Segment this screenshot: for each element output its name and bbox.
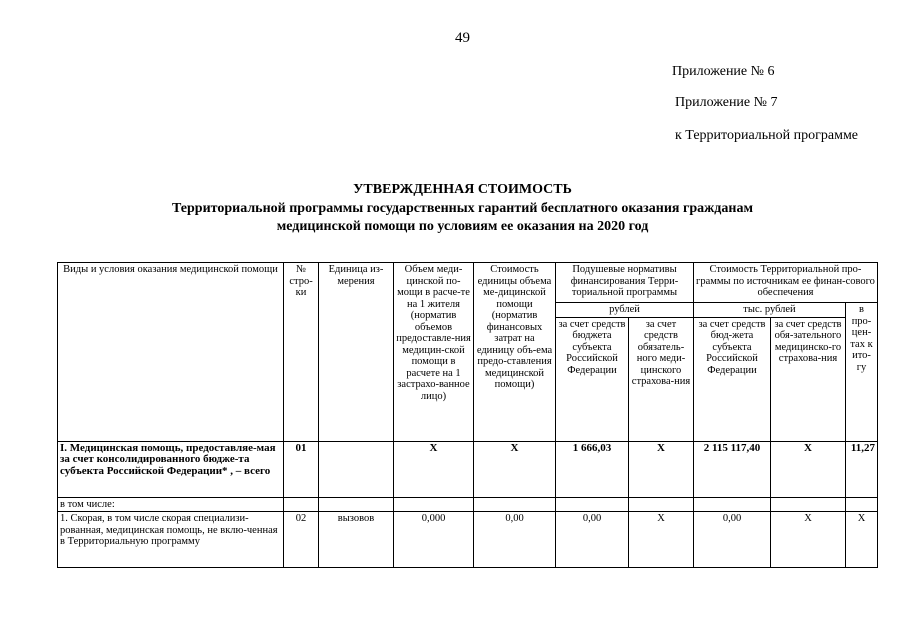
cell-pc-budget: 1 666,03 (555, 440, 629, 498)
table-row: I. Медицинская помощь, предоставляе-мая … (57, 440, 878, 498)
cell-cost-oms: X (770, 440, 846, 498)
cell-unit-cost: 0,00 (473, 511, 556, 568)
cell-cost-oms (770, 496, 846, 512)
cell-volume: X (393, 440, 474, 498)
header-percent: в про-цен-тах к ито-гу (845, 302, 878, 442)
cost-table: Виды и условия оказания медицинской помо… (57, 262, 878, 568)
title-line-2: Территориальной программы государственны… (172, 201, 753, 216)
cell-kind: в том числе: (57, 496, 284, 512)
cell-no: 02 (283, 511, 319, 568)
header-per-capita: Подушевые нормативы финансирования Терри… (555, 262, 694, 303)
title-line-3: медицинской помощи по условиям ее оказан… (276, 219, 649, 234)
cell-unit-cost (473, 496, 556, 512)
header-rubles: рублей (555, 302, 694, 318)
appendix-6: Приложение № 6 (672, 64, 775, 79)
cell-pc-budget: 0,00 (555, 511, 629, 568)
header-unit-cost: Стоимость единицы объема ме-дицинской по… (473, 262, 556, 442)
header-volume: Объем меди-цинской по-мощи в расче-те на… (393, 262, 474, 442)
cell-pc-oms: X (628, 440, 694, 498)
cell-unit (318, 440, 394, 498)
appendix-ref: к Территориальной программе (675, 128, 859, 143)
table-row: 1. Скорая, в том числе скорая специализи… (57, 511, 878, 568)
header-thousand-rubles: тыс. рублей (693, 302, 846, 318)
header-pc-oms: за счет средств обязатель-ного меди-цинс… (628, 316, 694, 442)
header-row-no: № стро-ки (283, 262, 319, 442)
cell-cost-budget: 2 115 117,40 (693, 440, 771, 498)
header-program-cost: Стоимость Территориальной про-граммы по … (693, 262, 878, 303)
cell-percent: 11,27 (845, 440, 878, 498)
cell-pc-oms: X (628, 511, 694, 568)
cell-kind: 1. Скорая, в том числе скорая специализи… (57, 511, 284, 568)
header-cost-budget: за счет средств бюд-жета субъекта Россий… (693, 316, 771, 442)
header-cost-oms: за счет средств обя-зательного медицинск… (770, 316, 846, 442)
cell-cost-oms: X (770, 511, 846, 568)
cell-pc-oms (628, 496, 694, 512)
cell-cost-budget (693, 496, 771, 512)
title-line-1: УТВЕРЖДЕННАЯ СТОИМОСТЬ (353, 182, 572, 197)
cell-percent (845, 496, 878, 512)
cell-percent: X (845, 511, 878, 568)
cell-pc-budget (555, 496, 629, 512)
cell-volume: 0,000 (393, 511, 474, 568)
header-unit: Единица из-мерения (318, 262, 394, 442)
header-pc-budget: за счет средств бюджета субъекта Российс… (555, 316, 629, 442)
cell-unit (318, 496, 394, 512)
appendix-7: Приложение № 7 (675, 95, 778, 110)
cell-unit: вызовов (318, 511, 394, 568)
cell-unit-cost: X (473, 440, 556, 498)
header-kind: Виды и условия оказания медицинской помо… (57, 262, 284, 442)
page-number: 49 (455, 30, 470, 46)
cell-cost-budget: 0,00 (693, 511, 771, 568)
cell-no: 01 (283, 440, 319, 498)
cell-volume (393, 496, 474, 512)
cell-no (283, 496, 319, 512)
table-row: в том числе: (57, 496, 878, 512)
cell-kind: I. Медицинская помощь, предоставляе-мая … (57, 440, 284, 498)
